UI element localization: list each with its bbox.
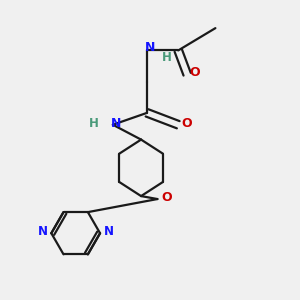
Text: O: O — [189, 66, 200, 79]
Text: H: H — [88, 117, 98, 130]
Text: N: N — [111, 117, 121, 130]
Text: O: O — [161, 191, 172, 204]
Text: O: O — [182, 117, 193, 130]
Text: H: H — [162, 51, 172, 64]
Text: N: N — [104, 225, 114, 238]
Text: N: N — [38, 225, 47, 238]
Text: N: N — [145, 41, 155, 54]
